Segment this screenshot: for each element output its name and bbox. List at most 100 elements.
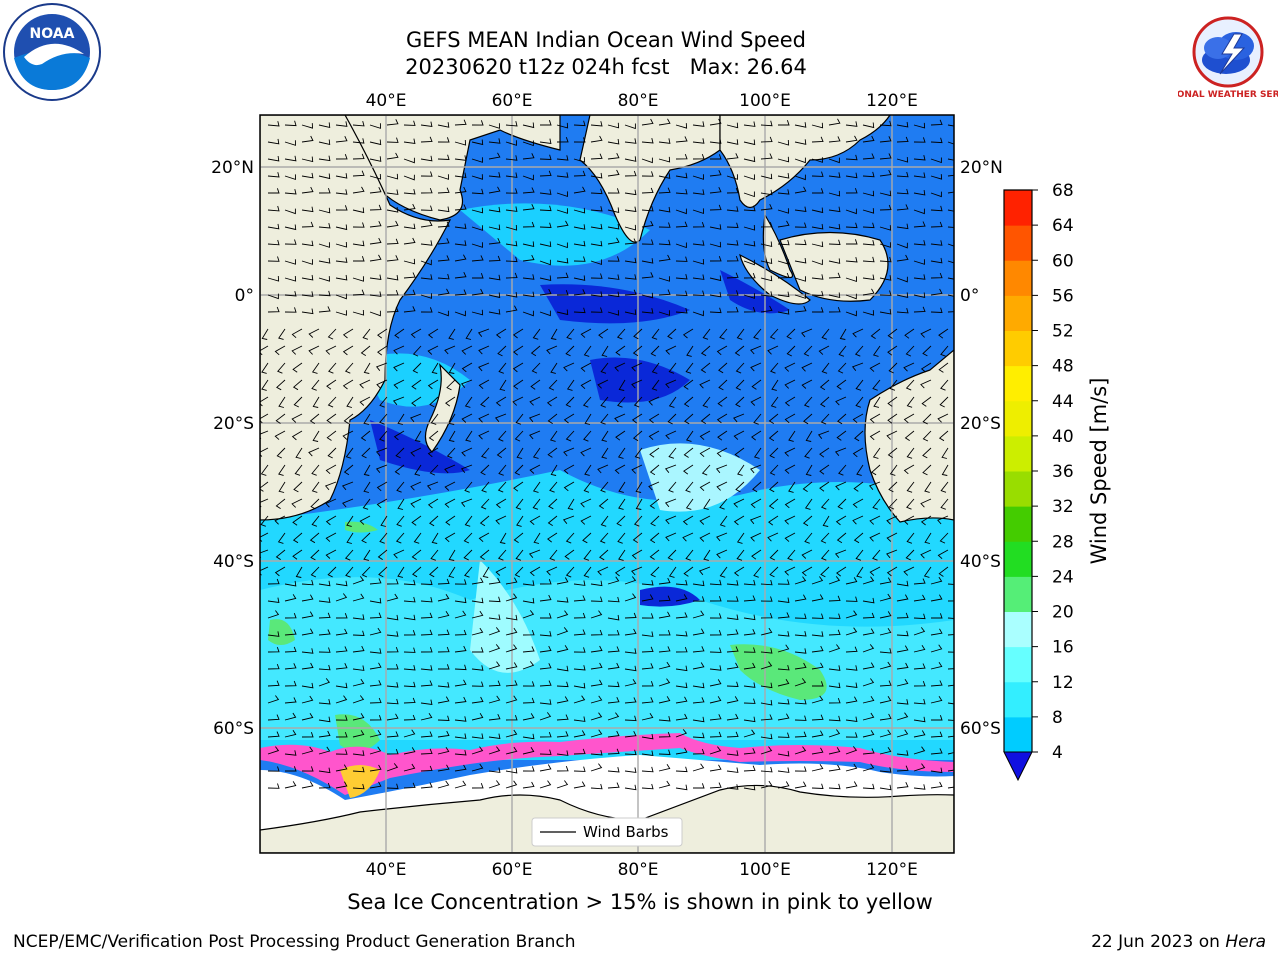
wind-barb bbox=[393, 430, 405, 441]
wind-barb bbox=[301, 308, 314, 315]
wind-barb bbox=[556, 750, 569, 756]
wind-barb bbox=[301, 240, 314, 247]
wind-barb bbox=[420, 629, 433, 636]
wind-barb bbox=[437, 715, 450, 721]
wind-barb bbox=[947, 124, 954, 127]
wind-barb bbox=[751, 379, 762, 390]
wind-barb bbox=[709, 170, 722, 177]
wind-barb bbox=[641, 205, 654, 212]
wind-barb bbox=[386, 152, 399, 160]
wind-barb bbox=[743, 629, 756, 636]
wind-barb bbox=[539, 310, 551, 317]
wind-barb bbox=[692, 716, 705, 723]
wind-barb bbox=[369, 173, 382, 180]
wind-barb bbox=[812, 307, 824, 313]
wind-barb bbox=[649, 464, 660, 476]
wind-barb bbox=[615, 430, 626, 441]
wind-barb bbox=[607, 712, 620, 721]
wind-barb bbox=[488, 577, 501, 585]
wind-barb bbox=[784, 515, 796, 525]
wind-barb bbox=[801, 566, 813, 577]
wind-barb bbox=[267, 172, 280, 178]
wind-barb bbox=[683, 447, 694, 458]
wind-barb bbox=[352, 309, 365, 316]
wind-barb bbox=[812, 188, 824, 194]
wind-barb bbox=[896, 750, 909, 756]
wind-barb bbox=[675, 646, 688, 653]
wind-barb bbox=[556, 208, 568, 214]
wind-barb bbox=[386, 173, 399, 180]
wind-barb bbox=[522, 153, 535, 160]
wind-barb bbox=[284, 612, 297, 619]
wind-barb bbox=[539, 275, 552, 281]
wind-barb bbox=[607, 662, 620, 670]
wind-barb bbox=[512, 362, 524, 373]
wind-barb bbox=[386, 289, 399, 296]
wind-barb bbox=[369, 729, 382, 738]
wind-barb bbox=[564, 549, 575, 560]
wind-barb bbox=[822, 515, 830, 527]
wind-barb bbox=[480, 396, 490, 408]
wind-barb bbox=[784, 532, 796, 542]
wind-barb bbox=[327, 396, 337, 408]
wind-barb bbox=[437, 255, 450, 262]
wind-barb bbox=[641, 118, 654, 126]
wind-barb bbox=[352, 240, 365, 247]
wind-barb bbox=[403, 630, 416, 636]
wind-barb bbox=[505, 172, 518, 178]
wind-barb bbox=[683, 464, 694, 475]
wind-barb bbox=[641, 766, 654, 773]
wind-barb bbox=[869, 532, 881, 542]
wind-barb bbox=[480, 498, 490, 510]
wind-barb bbox=[352, 766, 365, 773]
wind-barb bbox=[658, 187, 671, 194]
wind-barb bbox=[556, 665, 569, 672]
wind-barb bbox=[836, 379, 847, 390]
wind-barb bbox=[563, 362, 575, 372]
wind-barb bbox=[522, 122, 535, 129]
wind-barb bbox=[633, 396, 643, 408]
wind-barb bbox=[788, 430, 796, 442]
wind-barb bbox=[777, 220, 790, 228]
wind-barb bbox=[692, 732, 705, 739]
wind-barb bbox=[753, 447, 762, 459]
wind-barb bbox=[770, 362, 779, 374]
wind-barb bbox=[461, 413, 473, 423]
wind-barb bbox=[352, 630, 365, 636]
wind-barb bbox=[716, 481, 728, 491]
wind-barb bbox=[301, 172, 314, 179]
lat-tick-right: 20°S bbox=[960, 414, 1001, 434]
wind-barb bbox=[547, 532, 558, 543]
wind-barb bbox=[267, 239, 280, 246]
wind-barb bbox=[930, 731, 943, 738]
wind-barb bbox=[465, 430, 473, 442]
wind-barb bbox=[539, 630, 552, 637]
wind-barb bbox=[631, 379, 643, 389]
wind-barb bbox=[811, 207, 824, 214]
wind-barb bbox=[375, 464, 388, 473]
lat-tick-right: 20°N bbox=[960, 158, 1003, 178]
wind-barb bbox=[359, 379, 371, 389]
wind-barb bbox=[448, 549, 456, 561]
wind-barb bbox=[291, 345, 303, 355]
wind-barb bbox=[930, 272, 943, 279]
wind-barb bbox=[369, 139, 382, 146]
wind-barb bbox=[539, 699, 552, 705]
wind-barb bbox=[802, 515, 813, 527]
wind-barb bbox=[760, 241, 773, 247]
wind-barb bbox=[573, 716, 586, 722]
wind-barb bbox=[326, 379, 337, 390]
wind-barb bbox=[582, 396, 592, 408]
wind-barb bbox=[743, 293, 755, 299]
wind-barb bbox=[811, 695, 824, 704]
wind-barb bbox=[505, 680, 518, 687]
colorbar-tick-label: 40 bbox=[1052, 427, 1074, 447]
wind-barb bbox=[641, 663, 654, 670]
wind-barb bbox=[920, 362, 932, 373]
wind-barb bbox=[590, 610, 603, 619]
wind-barb bbox=[879, 746, 892, 755]
wind-barb bbox=[573, 275, 586, 281]
wind-barb bbox=[668, 447, 677, 459]
wind-barb bbox=[529, 396, 541, 406]
wind-barb bbox=[539, 170, 552, 177]
